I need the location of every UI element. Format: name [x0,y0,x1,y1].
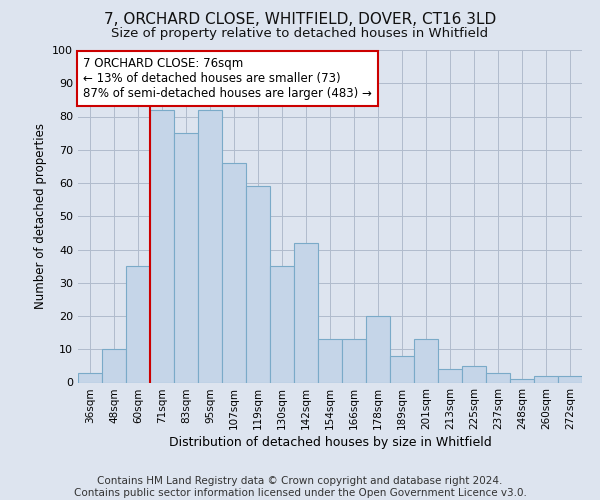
Bar [462,366,486,382]
Text: 7, ORCHARD CLOSE, WHITFIELD, DOVER, CT16 3LD: 7, ORCHARD CLOSE, WHITFIELD, DOVER, CT16… [104,12,496,28]
Bar [126,266,150,382]
Bar [558,376,582,382]
Bar [78,372,102,382]
Text: Size of property relative to detached houses in Whitfield: Size of property relative to detached ho… [112,28,488,40]
Y-axis label: Number of detached properties: Number of detached properties [34,123,47,309]
Bar [150,110,174,382]
Bar [438,369,462,382]
Bar [318,340,342,382]
Bar [366,316,390,382]
Bar [102,349,126,382]
Bar [246,186,270,382]
X-axis label: Distribution of detached houses by size in Whitfield: Distribution of detached houses by size … [169,436,491,450]
Bar [270,266,294,382]
Bar [342,340,366,382]
Bar [486,372,510,382]
Bar [510,379,534,382]
Text: Contains HM Land Registry data © Crown copyright and database right 2024.
Contai: Contains HM Land Registry data © Crown c… [74,476,526,498]
Bar [390,356,414,382]
Bar [222,163,246,382]
Bar [174,133,198,382]
Bar [534,376,558,382]
Text: 7 ORCHARD CLOSE: 76sqm
← 13% of detached houses are smaller (73)
87% of semi-det: 7 ORCHARD CLOSE: 76sqm ← 13% of detached… [83,56,372,100]
Bar [414,340,438,382]
Bar [294,243,318,382]
Bar [198,110,222,382]
